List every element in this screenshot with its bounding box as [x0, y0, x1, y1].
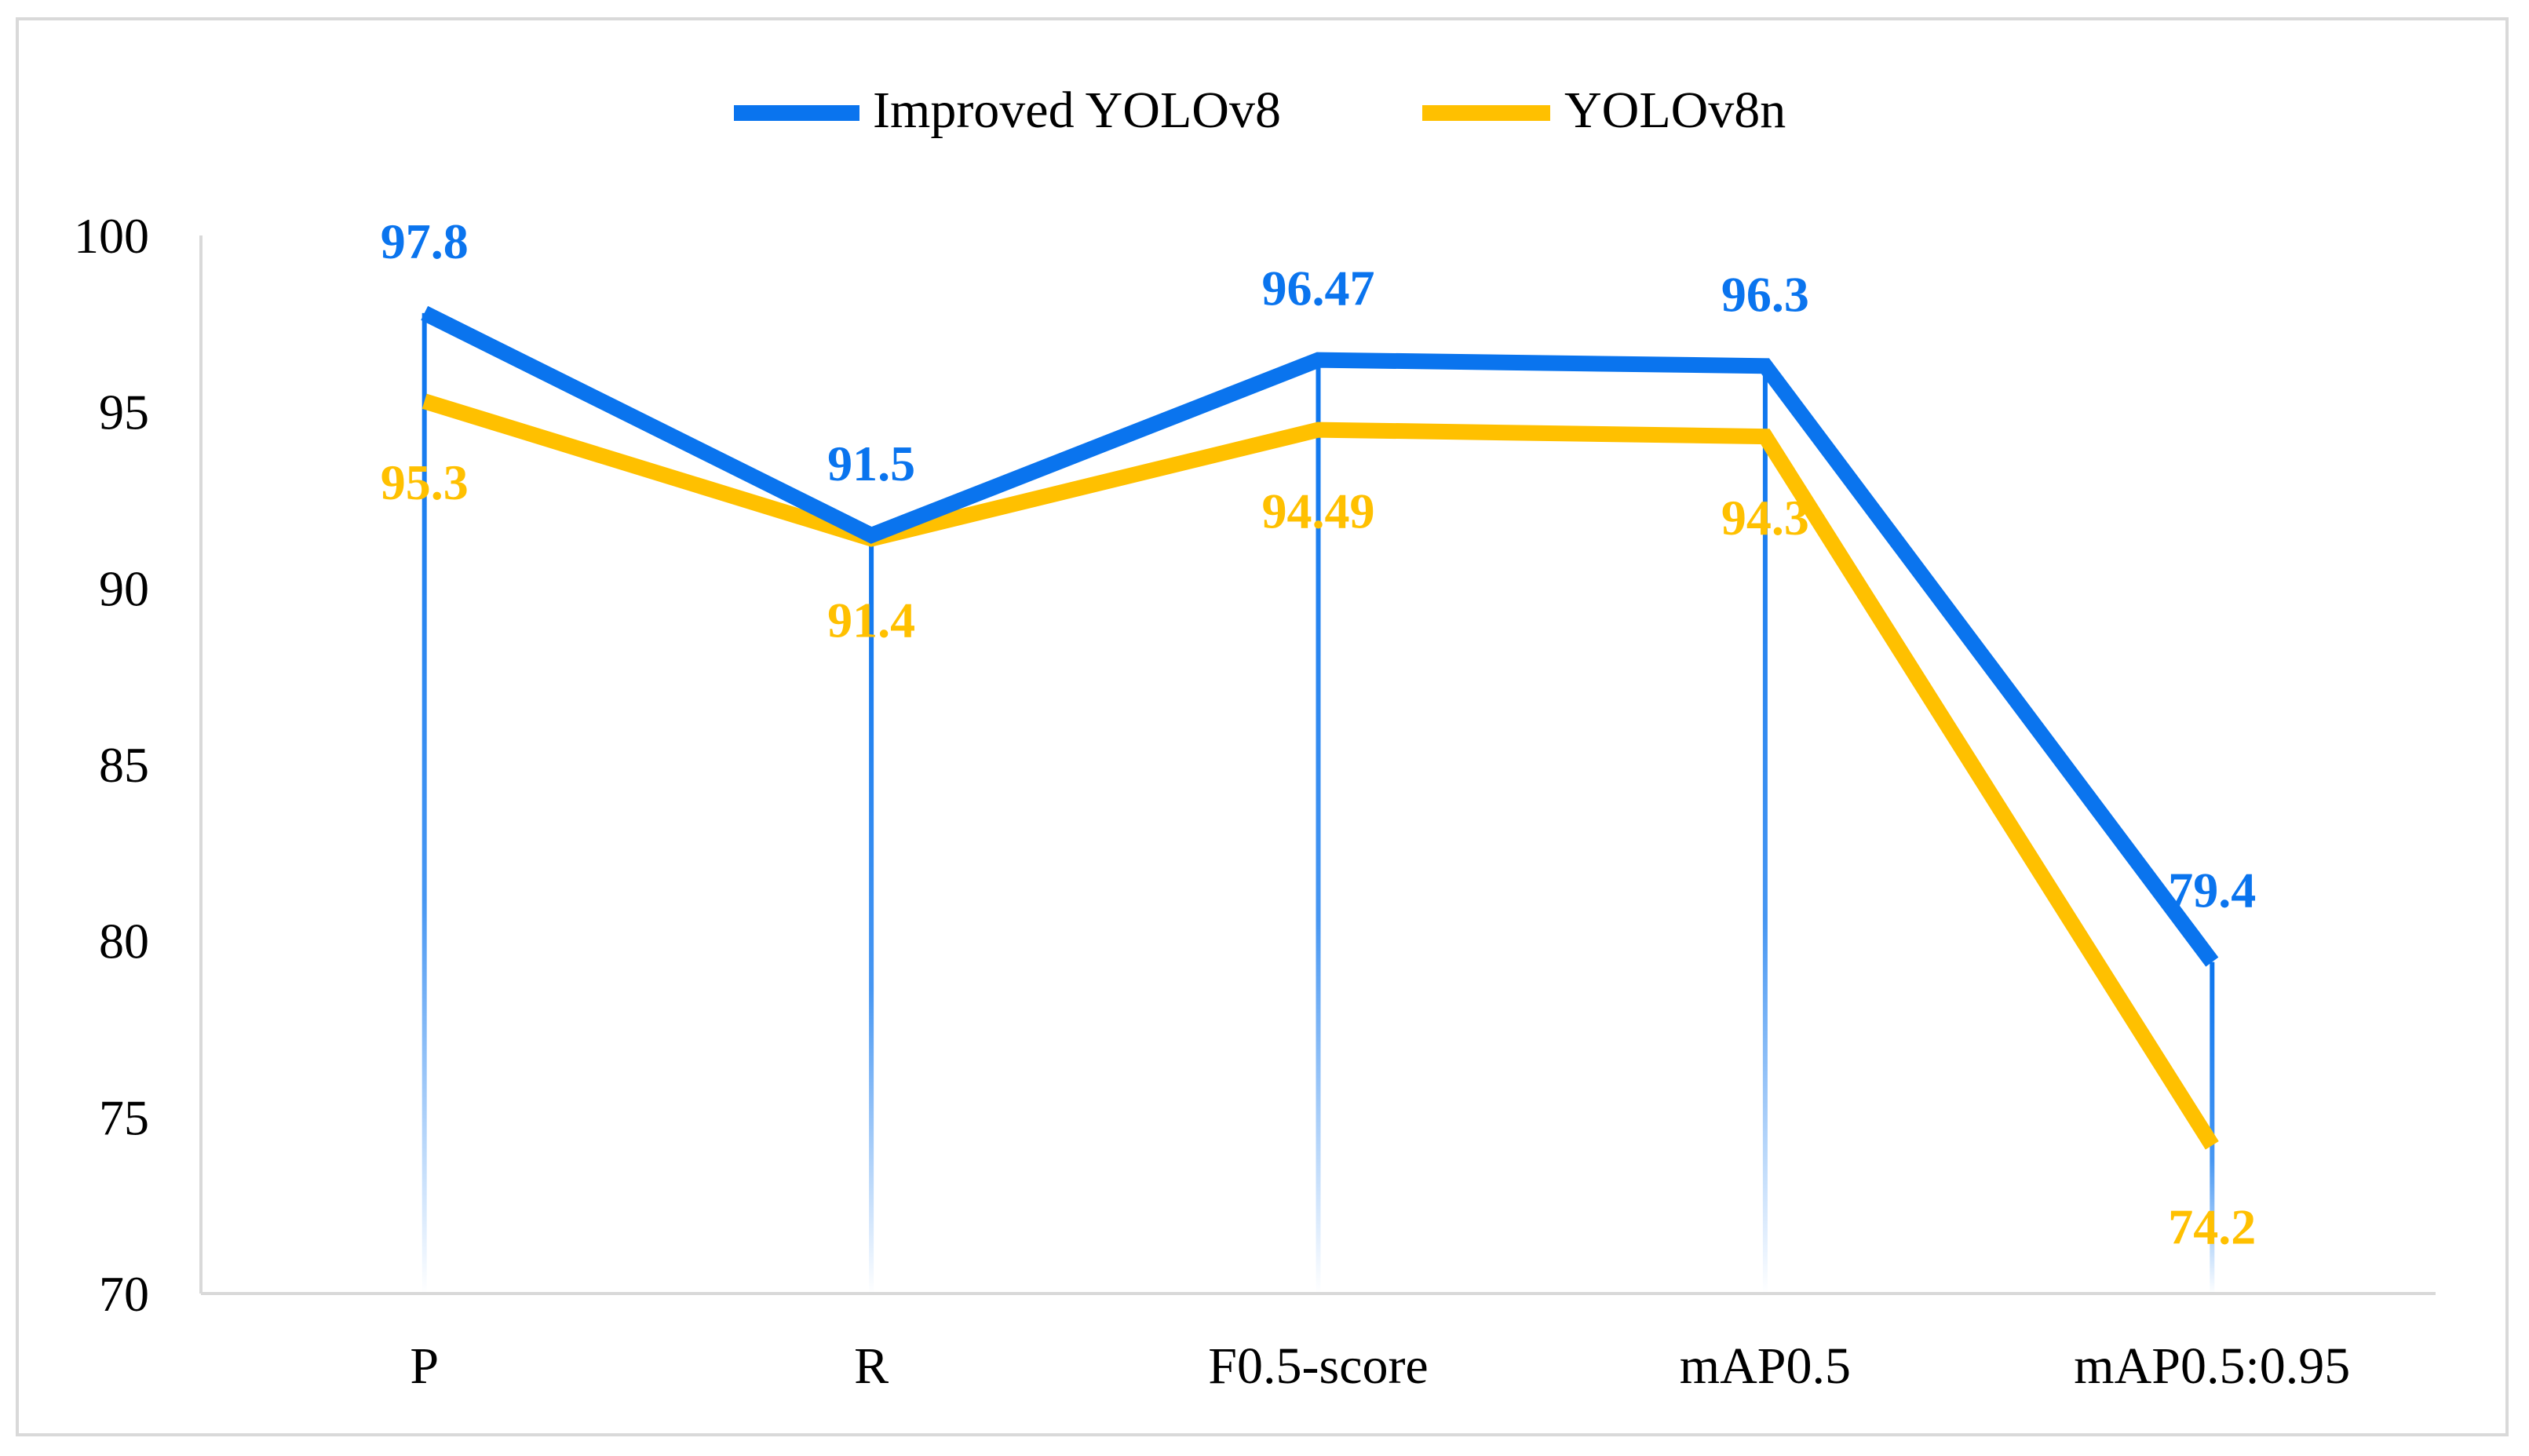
legend-label-series-1: YOLOv8n [1564, 82, 1786, 139]
y-tick-label: 95 [99, 385, 149, 440]
y-tick-label: 75 [99, 1089, 149, 1145]
x-axis: P R F0.5-score mAP0.5 mAP0.5:0.95 [201, 1292, 2436, 1395]
data-label-series-0: 96.3 [1721, 266, 1809, 322]
data-label-series-0: 79.4 [2168, 863, 2256, 918]
drop-lines [422, 312, 2215, 1294]
data-labels: 97.8 91.5 96.47 96.3 79.4 95.3 91.4 94.49 94.3 74… [381, 213, 2257, 1254]
y-tick-label: 90 [99, 560, 149, 616]
drop-line [869, 535, 874, 1294]
data-label-series-1: 91.4 [827, 592, 915, 648]
data-label-series-0: 91.5 [827, 436, 915, 491]
x-tick-label: R [854, 1337, 889, 1395]
y-tick-labels: 70 75 80 85 90 95 100 [74, 208, 149, 1322]
drop-line [422, 312, 427, 1294]
x-tick-label: mAP0.5:0.95 [2074, 1337, 2350, 1395]
x-tick-label: mAP0.5 [1680, 1337, 1851, 1395]
drop-line [1762, 366, 1768, 1294]
legend-label-series-0: Improved YOLOv8 [873, 82, 1281, 139]
series-line-0 [421, 305, 2219, 967]
y-tick-label: 85 [99, 737, 149, 793]
drop-line [1316, 359, 1321, 1294]
y-tick-label: 100 [74, 208, 149, 264]
legend: Improved YOLOv8 YOLOv8n [734, 82, 1786, 139]
data-label-series-1: 95.3 [381, 454, 469, 510]
y-axis: 70 75 80 85 90 95 100 [74, 208, 203, 1322]
data-label-series-1: 94.3 [1721, 490, 1809, 546]
x-tick-labels: P R F0.5-score mAP0.5 mAP0.5:0.95 [410, 1337, 2350, 1395]
data-label-series-0: 97.8 [381, 213, 469, 269]
data-label-series-1: 94.49 [1262, 484, 1375, 539]
data-label-series-0: 96.47 [1262, 261, 1375, 316]
series-line-1 [422, 393, 2219, 1150]
x-tick-label: P [410, 1337, 439, 1395]
data-label-series-1: 74.2 [2168, 1199, 2256, 1254]
y-tick-label: 70 [99, 1266, 149, 1322]
chart-frame [16, 17, 2509, 1436]
y-tick-label: 80 [99, 914, 149, 969]
series-lines [421, 305, 2219, 1150]
legend-item-series-0: Improved YOLOv8 [734, 82, 1281, 139]
drop-line [2210, 962, 2215, 1294]
x-tick-label: F0.5-score [1208, 1337, 1428, 1395]
legend-item-series-1: YOLOv8n [1422, 82, 1786, 139]
